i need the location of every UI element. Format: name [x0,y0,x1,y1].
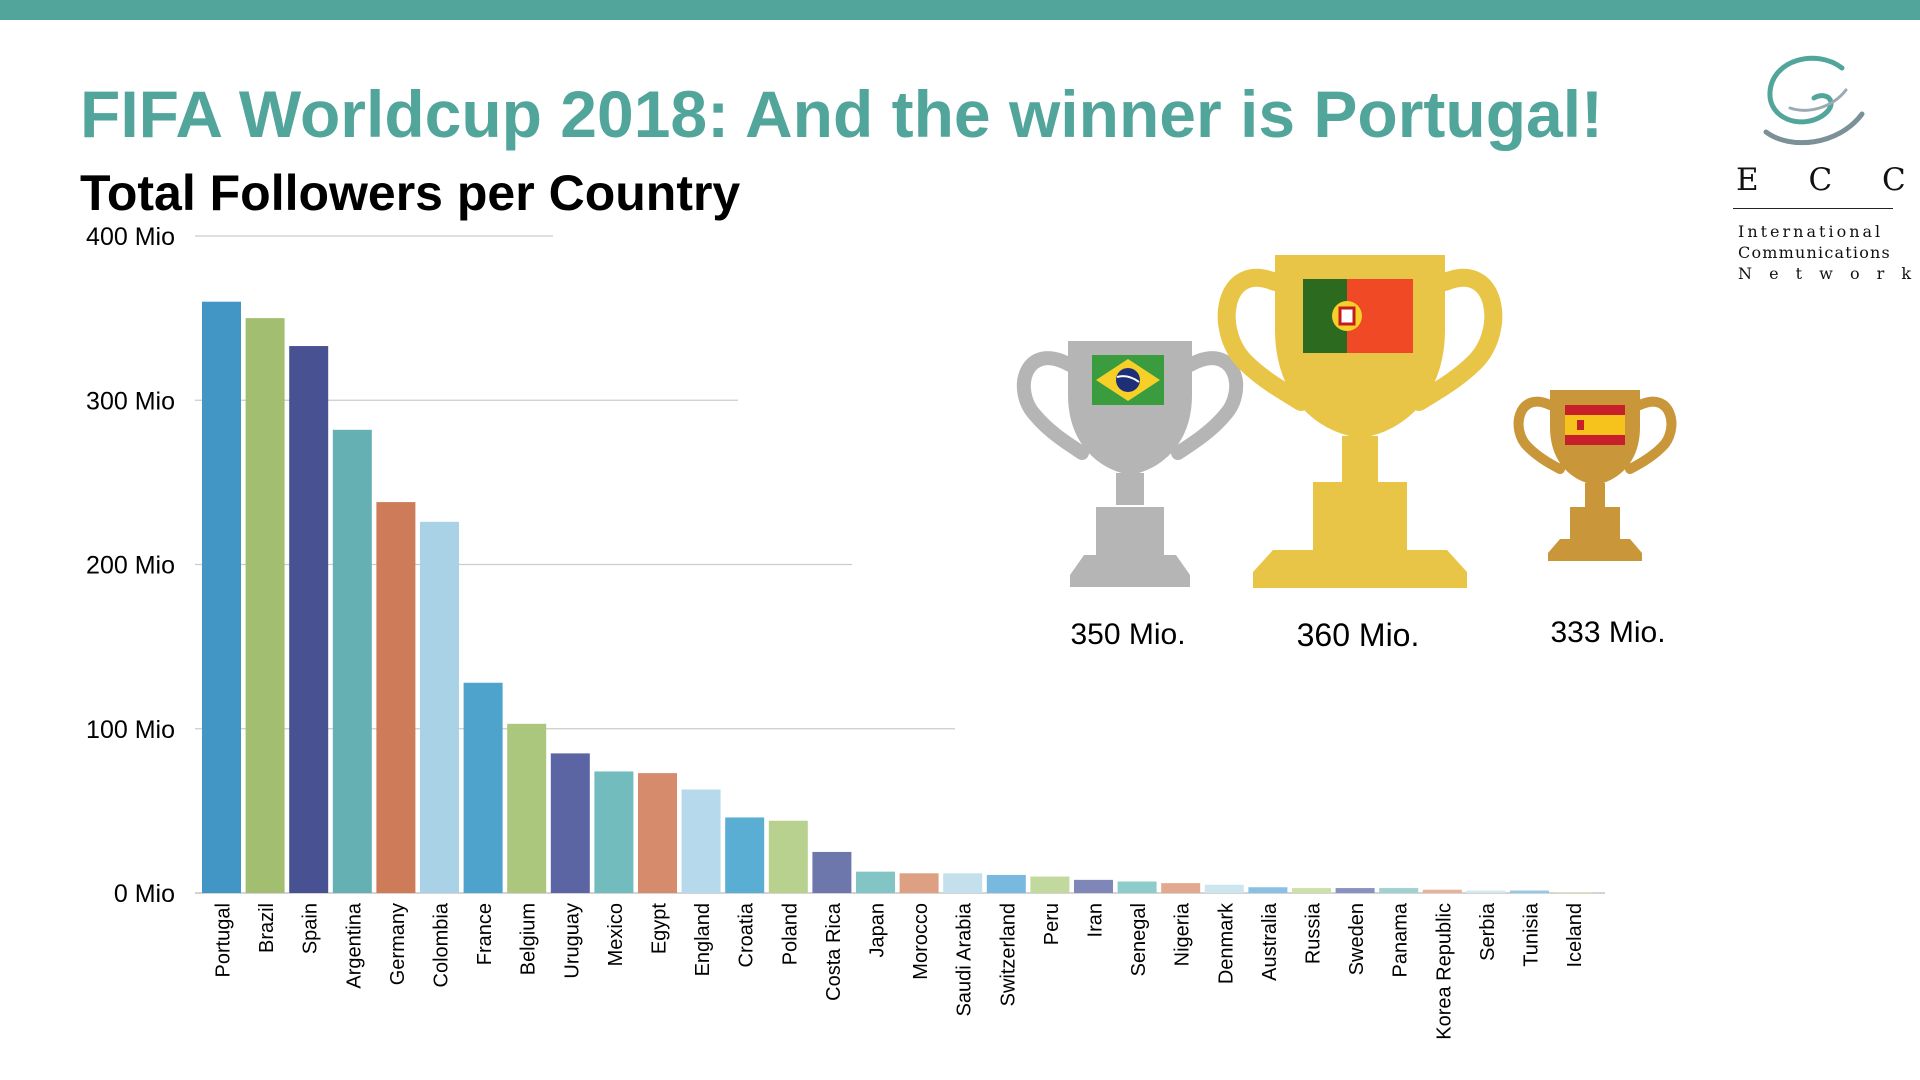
trophy-value-second: 350 Mio. [1070,618,1186,651]
y-tick-label: 0 Mio [114,880,175,908]
spain-flag-icon [1565,405,1625,445]
bar-nigeria [1161,883,1201,893]
x-tick-label: Switzerland [997,903,1019,1006]
bar-australia [1248,887,1288,893]
chart-title: Total Followers per Country [80,165,741,221]
bar-japan [856,871,895,893]
x-tick-label: Brazil [256,903,278,953]
bar-england [681,789,721,893]
x-tick-label: Belgium [518,903,540,975]
x-tick-label: Sweden [1346,903,1368,975]
top-accent-bar [0,0,1920,20]
trophy-value-first: 360 Mio. [1296,617,1420,653]
bar-uruguay [550,753,590,893]
bar-iran [1074,879,1113,893]
x-tick-label: England [692,903,714,976]
x-tick-label: Portugal [213,903,235,978]
x-tick-label: Colombia [431,902,453,987]
y-tick-label: 200 Mio [86,552,175,580]
x-tick-label: Argentina [343,902,365,988]
bar-germany [376,502,416,893]
x-tick-label: Senegal [1128,903,1150,976]
bar-switzerland [986,874,1026,893]
y-tick-label: 300 Mio [86,387,175,415]
bar-portugal [202,301,241,893]
ecco-swirl-icon [1763,55,1865,146]
x-tick-label: Australia [1259,902,1281,981]
x-tick-label: Morocco [910,903,932,980]
x-tick-label: Panama [1390,902,1412,977]
bar-saudi-arabia [943,873,983,893]
portugal-flag-icon [1303,279,1413,353]
x-tick-label: Korea Republic [1433,903,1455,1040]
bar-panama [1379,888,1419,893]
x-tick-label: Peru [1041,903,1063,945]
bar-tunisia [1510,890,1549,893]
bar-senegal [1117,881,1157,893]
x-tick-label: France [474,903,496,965]
ecco-logo: E C C O International Communications N e… [1730,50,1920,290]
x-tick-label: Iceland [1564,903,1586,968]
x-tick-label: Nigeria [1172,902,1194,966]
x-tick-label: Serbia [1477,902,1499,961]
x-tick-label: Japan [867,903,889,958]
bar-denmark [1204,884,1244,893]
x-tick-label: Russia [1303,902,1325,964]
x-tick-label: Uruguay [561,903,583,979]
bar-belgium [507,723,547,893]
bar-iceland [1553,892,1593,893]
bronze-trophy-icon [1513,390,1677,561]
x-tick-label: Spain [300,903,322,954]
gold-trophy-icon [1217,255,1503,588]
bar-brazil [245,318,285,893]
logo-tagline-3: N e t w o r k [1738,264,1918,283]
bar-colombia [420,521,459,893]
bar-mexico [594,771,634,893]
bar-france [463,682,503,893]
bar-costa-rica [812,851,852,893]
bar-spain [289,346,329,893]
bar-argentina [332,429,372,893]
bar-peru [1030,876,1070,893]
x-tick-label: Croatia [736,902,758,967]
x-tick-label: Tunisia [1521,902,1543,967]
silver-trophy-icon [1016,341,1244,587]
page-title: FIFA Worldcup 2018: And the winner is Po… [80,77,1604,151]
x-tick-label: Germany [387,903,409,985]
x-tick-label: Poland [779,903,801,965]
bar-croatia [725,817,765,893]
x-tick-label: Iran [1085,903,1107,937]
bar-sweden [1335,888,1375,893]
bar-serbia [1466,890,1506,893]
logo-wordmark: E C C O [1736,162,1920,198]
y-tick-label: 100 Mio [86,716,175,744]
x-tick-label: Saudi Arabia [954,902,976,1016]
y-tick-label: 400 Mio [86,223,175,251]
trophy-value-third: 333 Mio. [1550,616,1666,649]
logo-tagline-1: International [1738,222,1884,241]
x-tick-label: Egypt [649,903,671,955]
bar-poland [768,820,808,893]
bar-korea-republic [1422,889,1462,893]
x-tick-label: Denmark [1215,902,1237,984]
brazil-flag-icon [1092,355,1164,405]
x-tick-label: Costa Rica [823,902,845,1001]
bar-egypt [638,773,677,893]
bar-morocco [899,873,939,893]
logo-tagline-2: Communications [1738,243,1891,262]
bar-russia [1292,888,1331,893]
logo-divider [1733,208,1893,209]
x-tick-label: Mexico [605,903,627,966]
